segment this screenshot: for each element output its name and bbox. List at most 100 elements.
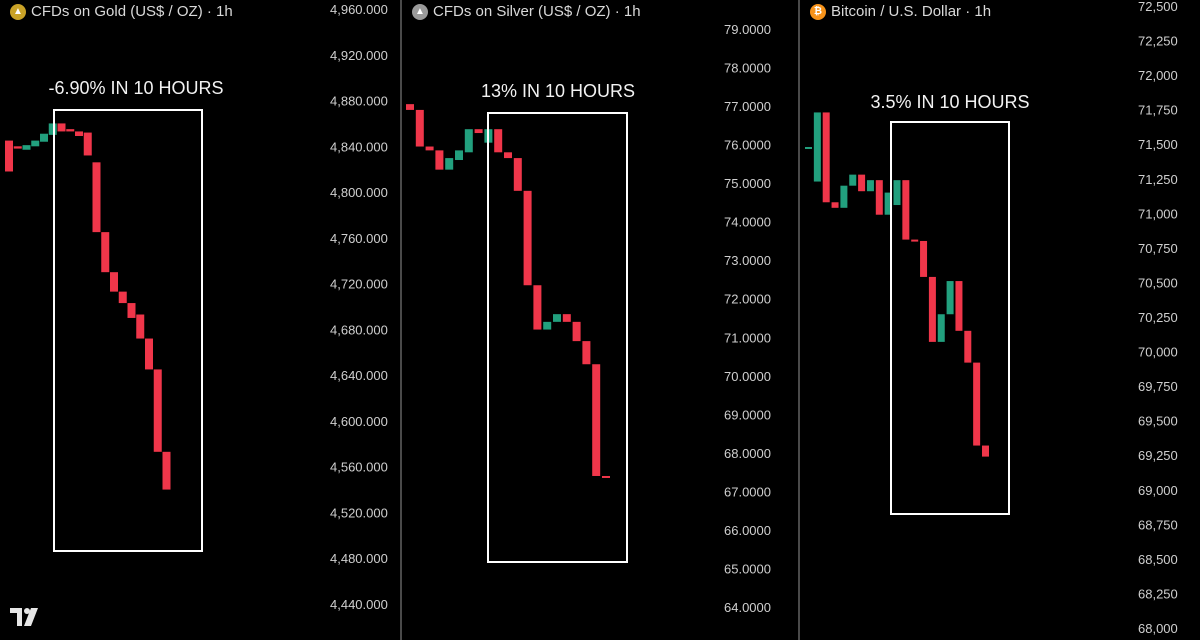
highlight-box (53, 109, 203, 552)
candle (40, 133, 48, 142)
candle (592, 364, 601, 476)
candle (75, 131, 83, 137)
candle (973, 362, 981, 446)
y-tick-label: 4,600.000 (330, 414, 388, 429)
candle (92, 162, 101, 233)
candle (153, 369, 162, 452)
y-tick-label: 4,760.000 (330, 231, 388, 246)
candle (445, 158, 454, 170)
y-tick-label: 70,250 (1138, 310, 1178, 325)
highlight-box (890, 121, 1010, 515)
candle (858, 174, 866, 192)
candle (533, 285, 542, 330)
y-tick-label: 72.0000 (724, 292, 771, 307)
candle (937, 314, 945, 342)
candle (513, 158, 522, 191)
gold-chart-title: ▲ CFDs on Gold (US$ / OZ) · 1h (10, 3, 233, 20)
candle (955, 281, 963, 331)
y-tick-label: 69.0000 (724, 407, 771, 422)
y-tick-label: 4,440.000 (330, 597, 388, 612)
silver-title-text: CFDs on Silver (US$ / OZ) · 1h (433, 3, 641, 20)
y-tick-label: 68,750 (1138, 517, 1178, 532)
candle (946, 281, 954, 315)
candle (110, 272, 118, 292)
y-tick-label: 71,500 (1138, 137, 1178, 152)
candle (22, 145, 31, 150)
y-tick-label: 78.0000 (724, 61, 771, 76)
candle (543, 321, 552, 330)
y-tick-label: 4,840.000 (330, 139, 388, 154)
candle (602, 475, 610, 478)
silver-chart-title: ▲ CFDs on Silver (US$ / OZ) · 1h (412, 3, 641, 20)
y-tick-label: 67.0000 (724, 484, 771, 499)
y-tick-label: 70,000 (1138, 345, 1178, 360)
candle (5, 140, 13, 172)
candle (83, 132, 92, 156)
bitcoin-chart-svg: 72,500 72,250 72,000 71,750 71,500 71,250 71,0… (805, 0, 1178, 636)
candle (31, 140, 40, 147)
bitcoin-chart-panel: 72,500 72,250 72,000 71,750 71,500 71,250 71,0… (800, 0, 1200, 640)
candle (902, 180, 910, 240)
highlight-box (487, 112, 628, 563)
y-tick-label: 69,000 (1138, 483, 1178, 498)
y-tick-label: 4,680.000 (330, 322, 388, 337)
candle (831, 202, 839, 208)
candle (805, 146, 812, 149)
y-tick-label: 4,960.000 (330, 2, 388, 17)
candle (964, 330, 972, 363)
y-tick-label: 69,750 (1138, 379, 1178, 394)
candle (425, 146, 434, 151)
candle (928, 276, 936, 342)
y-tick-label: 71,000 (1138, 206, 1178, 221)
candle (57, 123, 66, 132)
y-tick-label: 65.0000 (724, 561, 771, 576)
candle (162, 451, 171, 490)
candle (145, 338, 153, 370)
candle (136, 314, 145, 339)
candle (48, 123, 57, 135)
silver-bars-icon: ▲ (412, 3, 428, 20)
y-tick-label: 71.0000 (724, 330, 771, 345)
candle (840, 185, 848, 208)
y-tick-label: 77.0000 (724, 99, 771, 114)
candle (464, 129, 473, 153)
candle (494, 129, 503, 153)
y-tick-label: 72,250 (1138, 34, 1178, 49)
y-tick-label: 75.0000 (724, 176, 771, 191)
y-tick-label: 70.0000 (724, 369, 771, 384)
panel-divider (400, 0, 402, 640)
silver-chart-svg: 79.0000 78.0000 77.0000 76.0000 75.0000 74.00… (406, 22, 771, 615)
candle (875, 180, 883, 215)
y-tick-label: 71,750 (1138, 103, 1178, 118)
candle (13, 146, 22, 149)
y-tick-label: 66.0000 (724, 523, 771, 538)
candle (127, 303, 136, 318)
candle (911, 239, 919, 242)
candle (504, 152, 512, 159)
candle (582, 341, 591, 365)
candle (455, 150, 463, 161)
candle (523, 190, 532, 286)
y-tick-label: 73.0000 (724, 253, 771, 268)
candle (66, 129, 75, 132)
candle (553, 314, 561, 322)
candle (562, 314, 571, 322)
bitcoin-icon: ₿ (810, 3, 826, 20)
candle (920, 240, 928, 277)
y-tick-label: 70,500 (1138, 275, 1178, 290)
gold-bars-icon: ▲ (10, 3, 26, 20)
y-tick-label: 4,520.000 (330, 505, 388, 520)
candle (118, 291, 127, 304)
y-tick-label: 4,560.000 (330, 460, 388, 475)
y-tick-label: 76.0000 (724, 138, 771, 153)
bitcoin-chart-title: ₿ Bitcoin / U.S. Dollar · 1h (810, 3, 991, 20)
silver-chart-panel: 79.0000 78.0000 77.0000 76.0000 75.0000 74.00… (402, 0, 798, 640)
y-tick-label: 64.0000 (724, 600, 771, 615)
y-tick-label: 71,250 (1138, 172, 1178, 187)
y-tick-label: 68.0000 (724, 446, 771, 461)
y-tick-label: 4,800.000 (330, 185, 388, 200)
annotation-label: 3.5% IN 10 HOURS (870, 92, 1029, 112)
candle (982, 445, 989, 457)
y-tick-label: 74.0000 (724, 215, 771, 230)
y-tick-label: 4,480.000 (330, 551, 388, 566)
